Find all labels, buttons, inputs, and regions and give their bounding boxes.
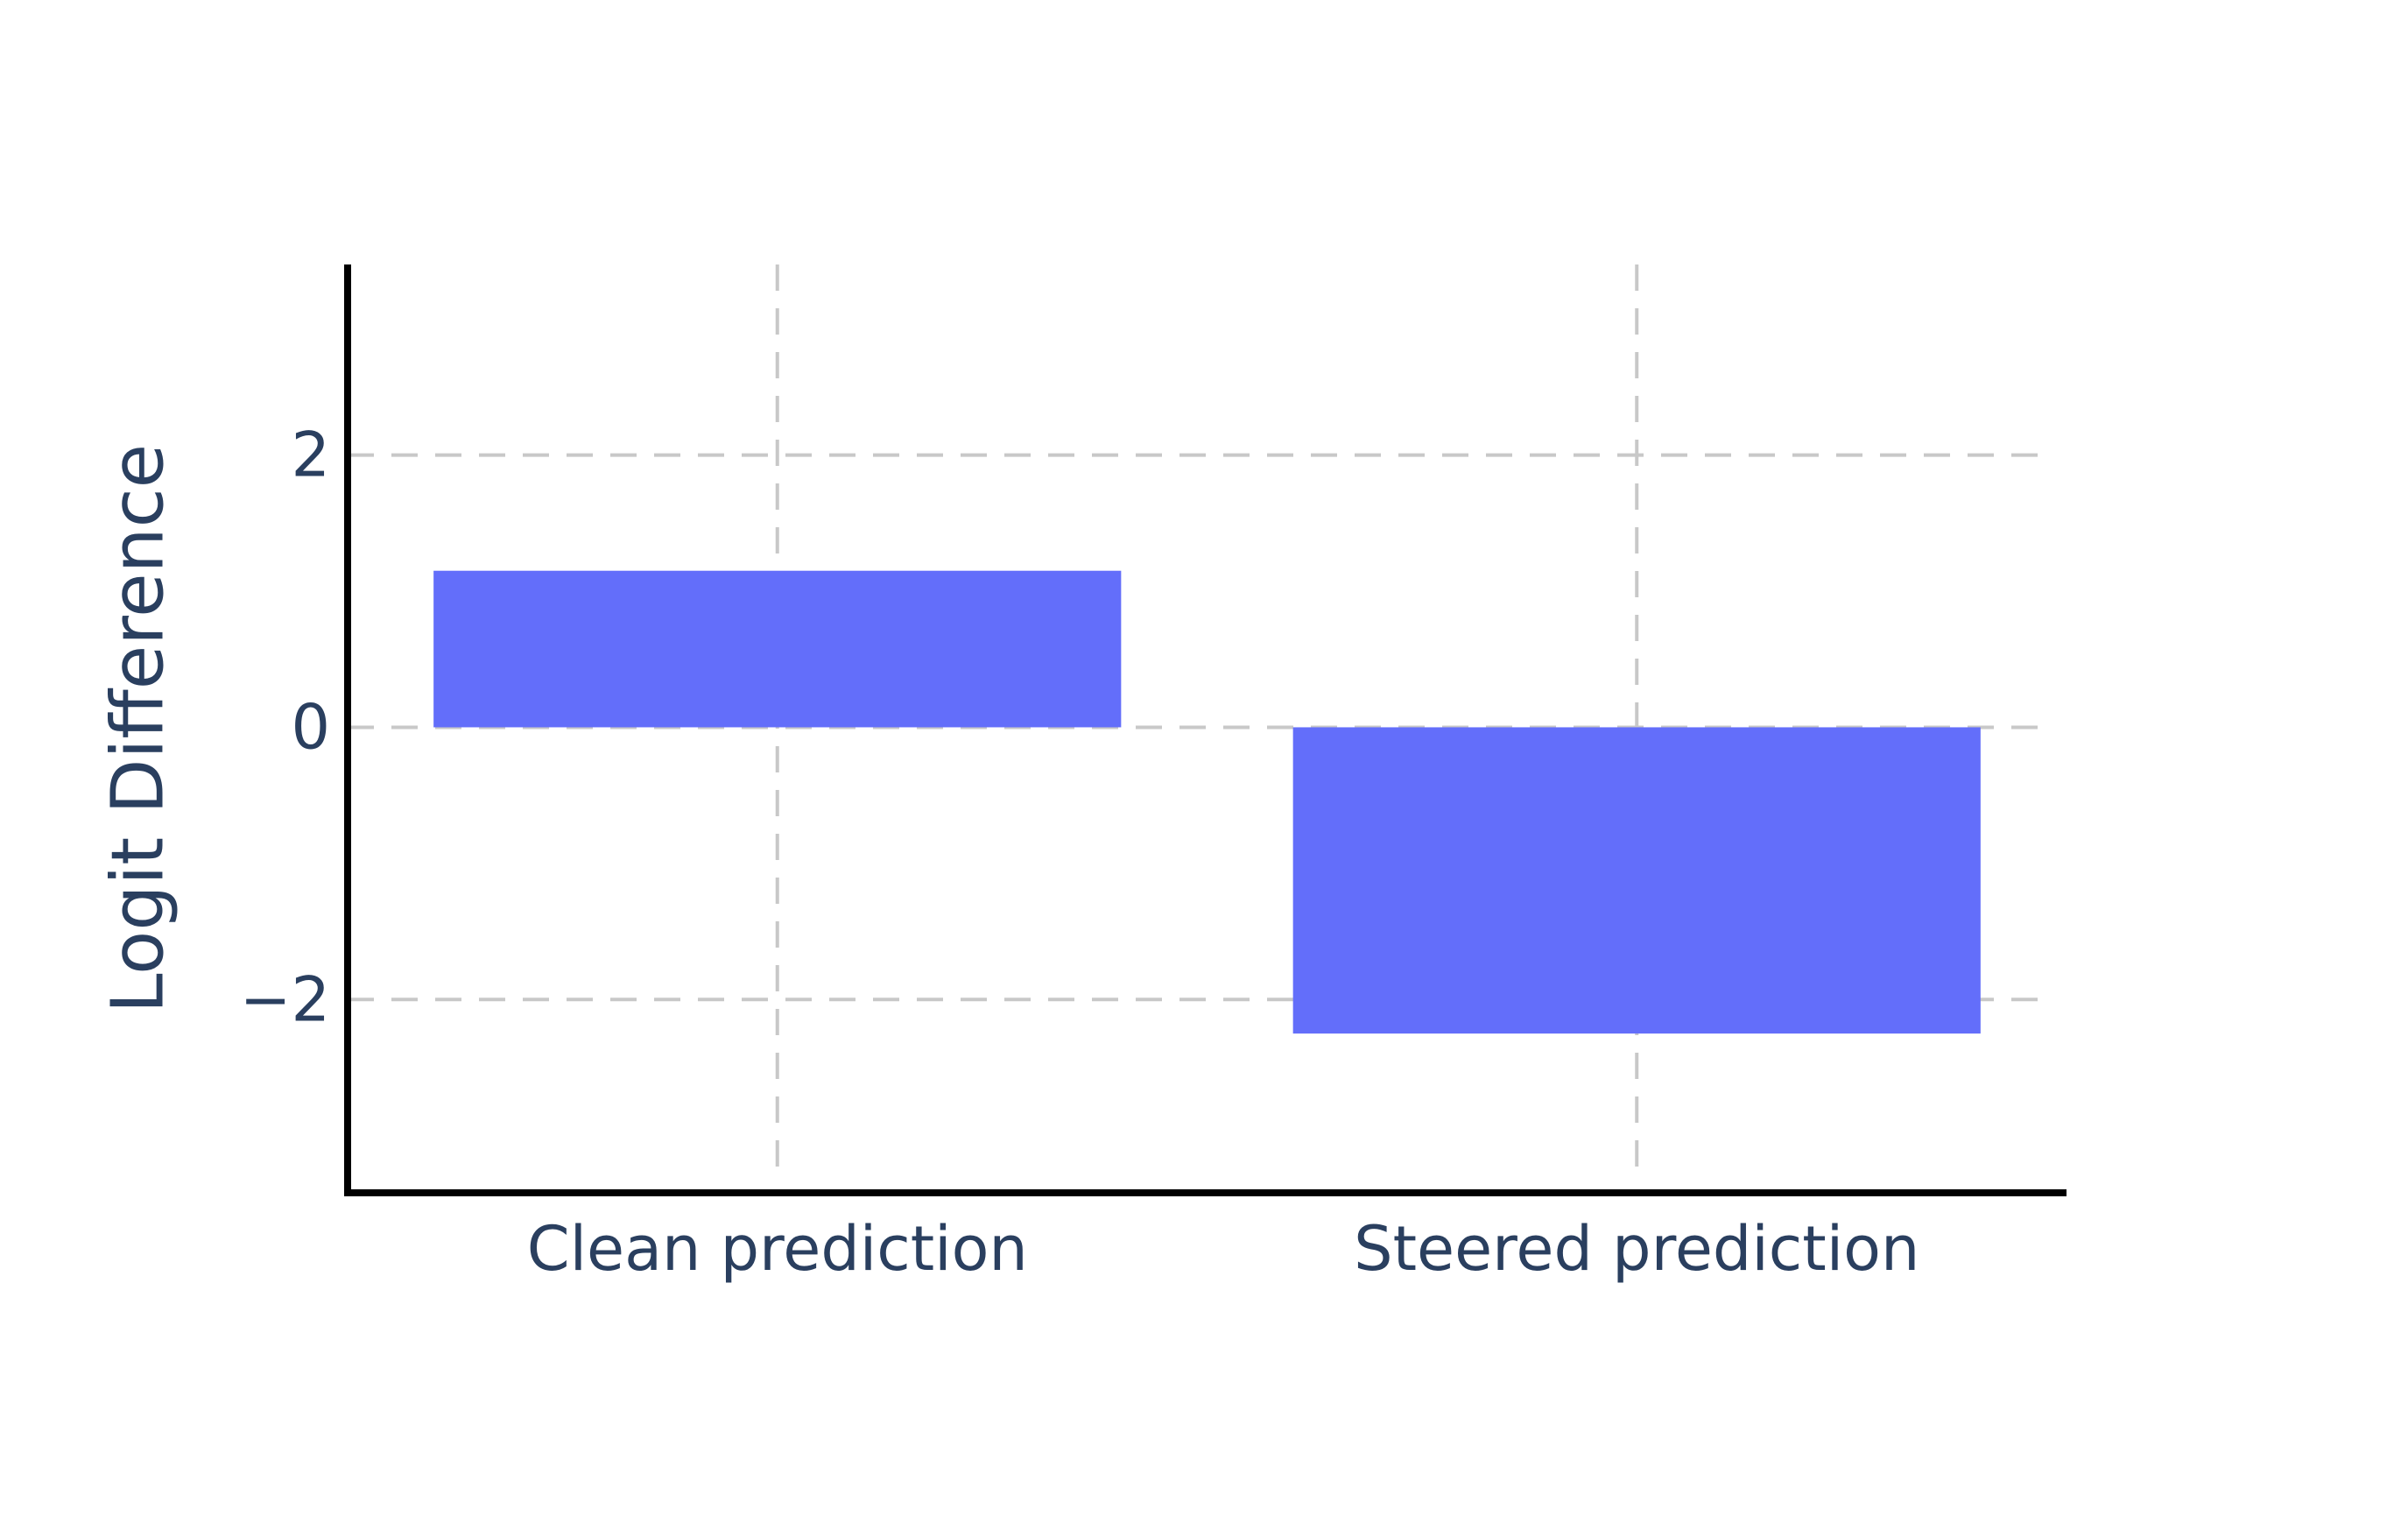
- y-axis-label: Logit Difference: [97, 444, 180, 1013]
- y-tick-label: −2: [240, 963, 330, 1035]
- axes: [344, 264, 2067, 1196]
- x-tick-labels: Clean prediction Steered prediction: [527, 1213, 1920, 1285]
- bars: [433, 570, 1981, 1034]
- y-tick-label: 0: [291, 691, 330, 763]
- bar: [433, 570, 1122, 728]
- y-tick-label: 2: [291, 420, 330, 491]
- x-tick-label: Steered prediction: [1354, 1213, 1919, 1285]
- y-tick-labels: 2 0 −2: [240, 420, 330, 1036]
- bar: [1292, 727, 1981, 1034]
- x-tick-label: Clean prediction: [527, 1213, 1028, 1285]
